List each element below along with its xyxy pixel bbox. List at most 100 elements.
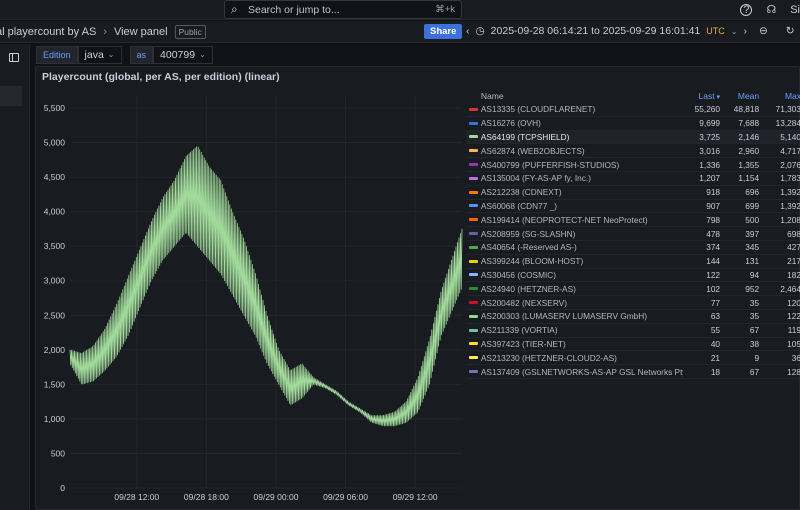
legend-table: Name Last ▾ Mean Max AS13335 (CLOUDFLARE… bbox=[466, 89, 800, 379]
series-swatch bbox=[466, 218, 481, 222]
legend-row[interactable]: AS137409 (GSLNETWORKS-AS-AP GSL Networks… bbox=[466, 365, 800, 379]
legend-row[interactable]: AS400799 (PUFFERFISH-STUDIOS) 1,336 1,355 2… bbox=[466, 158, 800, 172]
x-tick-label: 09/29 00:00 bbox=[254, 492, 299, 502]
legend-row[interactable]: AS211339 (VORTIA) 55 67 119 bbox=[466, 324, 800, 338]
toggle-sidebar-icon[interactable] bbox=[9, 53, 19, 62]
series-last: 55 bbox=[710, 325, 721, 336]
series-max: 698 bbox=[787, 228, 800, 239]
series-max: 71,303 bbox=[775, 104, 800, 115]
series-last: 55,260 bbox=[694, 104, 721, 115]
legend-row[interactable]: AS208959 (SG-SLASHN) 478 397 698 bbox=[466, 227, 800, 241]
series-name: AS135004 (FY-AS-AP fy, Inc.) bbox=[480, 173, 591, 184]
variable-select-as[interactable]: 400799 ⌄ bbox=[153, 46, 213, 64]
series-last: 18 bbox=[710, 366, 721, 377]
series-max: 122 bbox=[787, 311, 800, 322]
series-max: 427 bbox=[787, 242, 800, 253]
search-box[interactable]: ⌕ Search or jump to... ⌘+k bbox=[224, 0, 462, 19]
graph-panel: Playercount (global, per AS, per edition… bbox=[35, 66, 800, 510]
series-max: 128 bbox=[787, 366, 800, 377]
clock-icon: ◷ bbox=[475, 25, 485, 37]
legend-row[interactable]: AS213230 (HETZNER-CLOUD2-AS) 21 9 36 bbox=[466, 351, 800, 366]
legend-row[interactable]: AS40654 (-Reserved AS-) 374 345 427 bbox=[466, 241, 800, 255]
series-name: AS13335 (CLOUDFLARENET) bbox=[480, 104, 596, 115]
time-forward-icon[interactable]: › bbox=[743, 25, 747, 37]
series-last: 122 bbox=[706, 269, 721, 280]
x-tick-label: 09/29 12:00 bbox=[393, 492, 438, 502]
series-last: 77 bbox=[710, 297, 721, 308]
series-mean: 2,146 bbox=[738, 131, 760, 142]
series-max: 119 bbox=[787, 325, 800, 336]
variables-bar: Edition java ⌄ as 400799 ⌄ bbox=[30, 44, 800, 66]
x-tick-label: 09/29 06:00 bbox=[323, 492, 368, 502]
series-name: AS211339 (VORTIA) bbox=[480, 325, 558, 336]
time-range-picker[interactable]: 2025-09-28 06:14:21 to 2025-09-29 16:01:… bbox=[490, 25, 701, 37]
series-last: 478 bbox=[706, 228, 721, 239]
legend-row[interactable]: AS64199 (TCPSHIELD) 3,725 2,146 5,140 bbox=[466, 130, 800, 145]
legend-row[interactable]: AS212238 (CDNEXT) 918 696 1,392 bbox=[466, 186, 800, 200]
series-mean: 94 bbox=[749, 269, 760, 280]
series-mean: 7,688 bbox=[738, 118, 760, 129]
legend-col-name[interactable]: Name bbox=[480, 91, 504, 101]
legend-row[interactable]: AS24940 (HETZNER-AS) 102 952 2,464 bbox=[466, 282, 800, 297]
series-mean: 397 bbox=[745, 228, 760, 239]
legend-row[interactable]: AS60068 (CDN77 _) 907 699 1,392 bbox=[466, 200, 800, 214]
legend-row[interactable]: AS200303 (LUMASERV LUMASERV GmbH) 63 35 122 bbox=[466, 310, 800, 324]
series-max: 1,392 bbox=[780, 200, 800, 211]
legend-col-last[interactable]: Last ▾ bbox=[698, 91, 721, 101]
search-placeholder: Search or jump to... bbox=[248, 3, 340, 16]
series-mean: 131 bbox=[745, 256, 760, 267]
series-name: AS40654 (-Reserved AS-) bbox=[480, 242, 577, 253]
help-icon[interactable]: ? bbox=[740, 3, 753, 16]
variable-select-edition[interactable]: java ⌄ bbox=[77, 46, 122, 64]
y-tick-label: 1,500 bbox=[44, 379, 66, 389]
legend-row[interactable]: AS200482 (NEXSERV) 77 35 120 bbox=[466, 296, 800, 310]
refresh-icon[interactable]: ↻ bbox=[785, 25, 795, 37]
legend-row[interactable]: AS16276 (OVH) 9,699 7,688 13,284 bbox=[466, 117, 800, 131]
series-last: 1,207 bbox=[699, 173, 721, 184]
zoom-out-icon[interactable]: ⊖ bbox=[758, 25, 768, 37]
time-range-controls: ‹ ◷ 2025-09-28 06:14:21 to 2025-09-29 16… bbox=[466, 25, 800, 37]
legend-col-max[interactable]: Max bbox=[784, 91, 800, 101]
legend-row[interactable]: AS199414 (NEOPROTECT-NET NeoProtect) 798 5… bbox=[466, 213, 800, 228]
timeseries-chart[interactable]: 5,500 5,000 4,500 4,000 3,500 3,000 2,500 2,000… bbox=[36, 67, 466, 510]
time-back-icon[interactable]: ‹ bbox=[466, 25, 470, 37]
breadcrumb: al playercount by AS › View panel Public bbox=[0, 25, 206, 39]
series-swatch bbox=[466, 163, 481, 167]
series-swatch bbox=[466, 301, 481, 305]
legend-col-mean[interactable]: Mean bbox=[737, 91, 760, 101]
chevron-down-icon[interactable]: ⌄ bbox=[730, 26, 738, 36]
series-mean: 67 bbox=[749, 366, 760, 377]
y-tick-label: 3,500 bbox=[44, 241, 66, 251]
timezone-label[interactable]: UTC bbox=[706, 26, 725, 36]
search-icon: ⌕ bbox=[231, 2, 238, 16]
series-last: 9,699 bbox=[699, 118, 721, 129]
legend-row[interactable]: AS13335 (CLOUDFLARENET) 55,260 48,818 71,30… bbox=[466, 103, 800, 117]
legend-row[interactable]: AS62874 (WEB2OBJECTS) 3,016 2,960 4,717 bbox=[466, 144, 800, 159]
news-icon[interactable]: ☊ bbox=[766, 4, 777, 16]
series-max: 36 bbox=[791, 352, 800, 363]
series-mean: 2,960 bbox=[738, 145, 760, 156]
series-name: AS397423 (TIER-NET) bbox=[480, 338, 566, 349]
series-swatch bbox=[466, 342, 481, 346]
legend-row[interactable]: AS135004 (FY-AS-AP fy, Inc.) 1,207 1,154 1,… bbox=[466, 172, 800, 186]
legend-header: Name Last ▾ Mean Max bbox=[466, 89, 800, 103]
legend-row[interactable]: AS397423 (TIER-NET) 40 38 105 bbox=[466, 338, 800, 352]
series-mean: 35 bbox=[749, 311, 760, 322]
sidebar-selected-item[interactable] bbox=[0, 86, 22, 106]
series-max: 1,392 bbox=[780, 187, 800, 198]
legend-row[interactable]: AS30456 (COSMIC) 122 94 182 bbox=[466, 269, 800, 283]
breadcrumb-dashboard[interactable]: al playercount by AS bbox=[0, 26, 97, 38]
series-line[interactable] bbox=[69, 146, 463, 427]
series-swatch bbox=[466, 370, 481, 374]
series-mean: 699 bbox=[745, 200, 760, 211]
x-tick-label: 09/28 18:00 bbox=[184, 492, 229, 502]
legend-row[interactable]: AS399244 (BLOOM-HOST) 144 131 217 bbox=[466, 255, 800, 269]
series-last: 1,336 bbox=[699, 159, 721, 170]
series-max: 182 bbox=[787, 269, 800, 280]
share-button[interactable]: Share bbox=[424, 24, 463, 39]
series-name: AS60068 (CDN77 _) bbox=[480, 200, 557, 211]
variable-value-edition: java bbox=[84, 49, 104, 61]
series-last: 798 bbox=[706, 214, 721, 225]
series-mean: 1,355 bbox=[738, 159, 760, 170]
user-menu[interactable]: Si bbox=[790, 3, 800, 16]
